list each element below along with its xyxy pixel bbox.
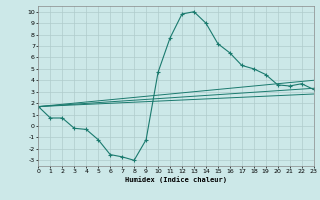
X-axis label: Humidex (Indice chaleur): Humidex (Indice chaleur) [125, 176, 227, 183]
